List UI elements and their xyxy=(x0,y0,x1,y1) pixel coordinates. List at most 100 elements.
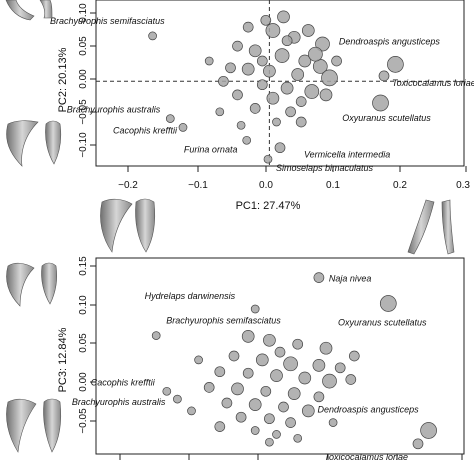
data-point xyxy=(304,84,320,99)
data-point xyxy=(334,362,346,374)
data-point xyxy=(250,426,260,435)
data-point xyxy=(292,338,304,350)
data-point xyxy=(301,24,315,37)
data-point xyxy=(295,96,307,107)
data-point xyxy=(214,421,226,432)
x-tick-label: 0.1 xyxy=(326,180,340,191)
data-point xyxy=(280,81,294,95)
data-point xyxy=(165,114,175,123)
data-label: Toxicocalamus loriae xyxy=(324,452,408,462)
data-point xyxy=(272,117,281,127)
y-tick-label: 0.05 xyxy=(78,36,89,56)
y-axis xyxy=(90,12,96,146)
data-point xyxy=(319,88,333,102)
data-point xyxy=(321,69,338,87)
pc1-pc2-panel: Dendroaspis angusticeps Toxicocalamus lor… xyxy=(50,0,474,212)
fang-illustration xyxy=(6,262,58,307)
data-point xyxy=(263,154,273,164)
data-point xyxy=(264,413,275,425)
data-point xyxy=(308,46,323,62)
data-point xyxy=(236,120,246,130)
data-point xyxy=(291,68,305,81)
data-point xyxy=(287,387,301,400)
data-label: Simoselaps bimaculatus xyxy=(276,163,374,173)
data-point xyxy=(281,35,293,47)
data-point xyxy=(151,331,161,340)
data-label: Naja nivea xyxy=(329,274,372,284)
data-point xyxy=(235,411,247,423)
data-label: Oxyuranus scutellatus xyxy=(338,318,427,328)
data-point xyxy=(162,386,172,396)
x-tick-label: −0.1 xyxy=(188,180,208,191)
plot-frame xyxy=(95,0,465,167)
data-label: Furina ornata xyxy=(184,144,238,154)
pc1-pc3-panel: Naja nivea Oxyuranus scutellatus Hydrelaps… xyxy=(57,256,465,462)
data-label: Cacophis krefftii xyxy=(91,377,156,387)
data-point xyxy=(263,333,276,347)
data-point xyxy=(285,106,296,118)
data-point xyxy=(274,48,290,63)
data-point xyxy=(260,14,272,26)
y-tick-label: 0.00 xyxy=(78,372,89,392)
data-label: Dendroaspis angusticeps xyxy=(339,36,441,46)
y-tick-label: 0.10 xyxy=(78,295,89,315)
data-point xyxy=(348,350,360,362)
data-point xyxy=(285,417,296,428)
y-axis-label: PC3: 12.84% xyxy=(57,327,69,392)
data-label: Toxicocalamus loriae xyxy=(392,78,474,88)
data-point xyxy=(283,356,298,372)
data-point xyxy=(313,272,325,283)
data-point xyxy=(331,55,342,67)
data-label: Brachyurophis semifasciatus xyxy=(50,16,165,26)
data-point xyxy=(215,107,225,117)
data-point xyxy=(372,94,389,112)
x-axis-label: PC1: 27.47% xyxy=(236,200,301,212)
data-point xyxy=(255,353,269,367)
y-tick-label: 0.05 xyxy=(78,333,89,353)
data-point xyxy=(250,304,260,314)
data-point xyxy=(315,36,330,52)
data-label: Cacophis krefftii xyxy=(113,125,178,135)
data-label: Brachyurophis australis xyxy=(72,397,166,407)
x-axis xyxy=(119,454,463,460)
data-point xyxy=(277,10,290,24)
fang-illustration xyxy=(100,198,156,253)
data-point xyxy=(256,79,268,91)
fang-illustration xyxy=(6,120,62,167)
data-point xyxy=(319,341,333,355)
data-point xyxy=(232,40,243,52)
data-point xyxy=(242,135,252,145)
data-point xyxy=(178,123,188,132)
fang-illustration xyxy=(5,0,53,21)
data-point xyxy=(241,330,255,343)
data-point xyxy=(204,56,214,66)
data-point xyxy=(295,116,307,128)
data-point xyxy=(378,70,390,82)
data-point xyxy=(173,394,182,404)
data-point xyxy=(221,397,233,409)
data-point xyxy=(298,54,312,68)
data-point xyxy=(256,55,268,67)
x-tick-label: 0.0 xyxy=(259,180,273,191)
data-label: Hydrelaps darwinensis xyxy=(145,291,236,301)
y-axis-label: PC2: 20.13% xyxy=(57,47,69,112)
data-point xyxy=(298,371,312,385)
y-tick-label: −0.10 xyxy=(78,132,89,158)
x-axis xyxy=(127,166,467,172)
data-point xyxy=(322,373,337,389)
data-point xyxy=(263,64,276,78)
data-point xyxy=(274,346,286,358)
y-tick-label: 0.15 xyxy=(78,256,89,276)
data-point xyxy=(420,422,437,439)
data-point xyxy=(203,382,215,393)
data-point xyxy=(242,367,254,379)
data-point xyxy=(278,401,289,413)
data-point xyxy=(225,62,236,74)
data-point xyxy=(345,374,357,385)
y-tick-label: −0.05 xyxy=(78,99,89,125)
data-point xyxy=(301,404,315,418)
data-point xyxy=(272,430,281,439)
plot-frame xyxy=(95,257,465,455)
y-tick-label: −0.05 xyxy=(78,408,89,434)
